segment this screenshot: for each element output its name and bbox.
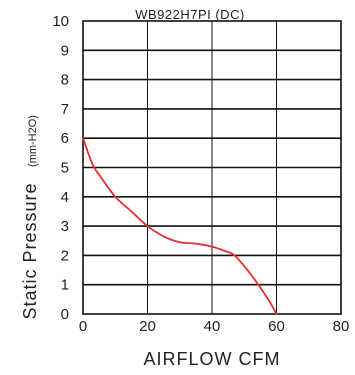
data-point bbox=[146, 225, 149, 228]
x-tick-labels: 0 20 40 60 80 bbox=[79, 318, 350, 335]
data-point bbox=[101, 178, 104, 181]
x-tick-label: 0 bbox=[79, 318, 87, 335]
chart-grid bbox=[83, 21, 341, 314]
plot-frame bbox=[82, 20, 342, 315]
data-point bbox=[269, 301, 271, 304]
y-axis-label-group: Static Pressure (mm-H2O) bbox=[20, 115, 40, 319]
y-tick-label: 7 bbox=[61, 101, 69, 118]
data-point bbox=[178, 241, 181, 244]
data-point bbox=[91, 163, 94, 166]
x-tick-label: 60 bbox=[268, 318, 285, 335]
y-tick-label: 10 bbox=[52, 13, 69, 30]
y-tick-label: 6 bbox=[61, 130, 69, 147]
pressure-curve-line bbox=[82, 137, 278, 315]
y-tick-label: 4 bbox=[61, 189, 69, 206]
data-point bbox=[162, 235, 165, 238]
data-point bbox=[194, 242, 197, 245]
y-tick-label: 3 bbox=[61, 218, 69, 235]
data-point bbox=[211, 245, 213, 248]
x-tick-label: 40 bbox=[204, 318, 221, 335]
y-tick-label: 9 bbox=[61, 42, 69, 59]
svg-text:(mm-H2O): (mm-H2O) bbox=[27, 115, 39, 167]
x-tick-label: 80 bbox=[333, 318, 350, 335]
y-tick-label: 0 bbox=[61, 306, 69, 323]
x-tick-label: 20 bbox=[139, 318, 156, 335]
y-axis-unit: (mm-H2O) bbox=[27, 115, 39, 167]
data-point bbox=[130, 210, 133, 213]
y-tick-labels: 0 1 2 3 4 5 6 7 8 9 10 bbox=[52, 13, 69, 323]
y-tick-label: 5 bbox=[61, 160, 69, 177]
x-axis-label: AIRFLOW CFM bbox=[144, 349, 281, 369]
y-axis-label: Static Pressure bbox=[20, 182, 40, 319]
data-point bbox=[82, 137, 84, 140]
data-point bbox=[275, 313, 278, 315]
y-tick-label: 2 bbox=[61, 247, 69, 264]
data-point bbox=[259, 286, 262, 289]
plot-border bbox=[82, 20, 342, 315]
data-point bbox=[114, 195, 117, 198]
y-tick-label: 8 bbox=[61, 72, 69, 89]
data-point bbox=[246, 269, 249, 271]
data-point bbox=[233, 254, 236, 257]
series-layer bbox=[82, 137, 278, 315]
svg-text:Static Pressure: Static Pressure bbox=[20, 182, 40, 319]
chart-title: WB922H7PI (DC) bbox=[135, 7, 245, 22]
data-point bbox=[224, 250, 226, 252]
y-tick-label: 1 bbox=[61, 277, 69, 294]
